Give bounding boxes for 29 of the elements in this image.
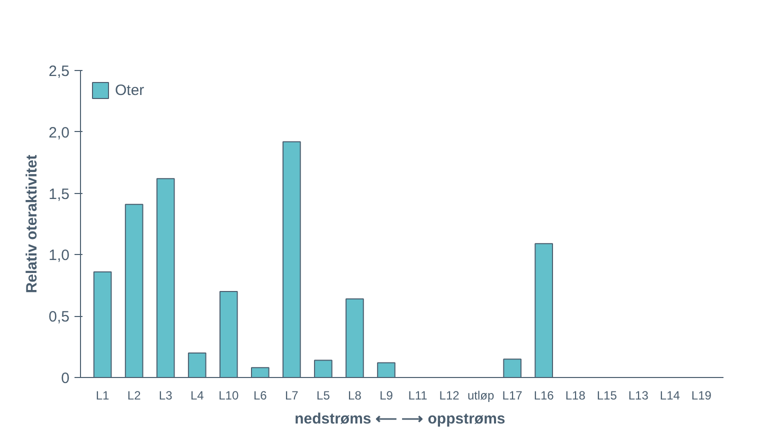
x-tick-label: L19	[691, 388, 712, 402]
x-tick-label: L10	[218, 388, 239, 402]
y-tick-label: 0,5	[48, 308, 70, 326]
y-axis-title: Relativ oteraktivitet	[24, 154, 41, 294]
x-tick-label: L6	[253, 388, 268, 402]
x-tick-label: L15	[596, 388, 618, 402]
legend-label: Oter	[115, 82, 144, 98]
x-axis-title: nedstrøms ⟵ ⟶ oppstrøms	[294, 410, 506, 428]
x-tick-label: L11	[408, 388, 428, 402]
x-tick-label: L9	[380, 388, 394, 402]
x-tick-label: L17	[502, 388, 523, 402]
y-tick-label: 2,0	[48, 124, 70, 142]
y-tick-label: 0	[61, 370, 70, 387]
x-tick-label: L4	[190, 388, 204, 402]
y-tick-label: 1,5	[48, 186, 70, 203]
x-tick-label: L1	[96, 388, 110, 402]
y-tick-label: 2,5	[48, 63, 70, 80]
x-tick-label: utløp	[467, 388, 494, 402]
x-tick-label: L7	[285, 388, 299, 402]
x-tick-label: L14	[660, 388, 680, 402]
x-tick-label: L8	[348, 388, 362, 402]
x-tick-label: L18	[565, 388, 586, 402]
x-tick-label: L2	[127, 388, 142, 402]
x-tick-label: L13	[628, 388, 649, 402]
x-tick-label: L16	[534, 388, 554, 402]
y-tick-label: 1,0	[48, 247, 70, 264]
x-tick-label: L12	[439, 388, 460, 402]
x-tick-label: L5	[316, 388, 330, 402]
x-tick-label: L3	[158, 388, 173, 402]
